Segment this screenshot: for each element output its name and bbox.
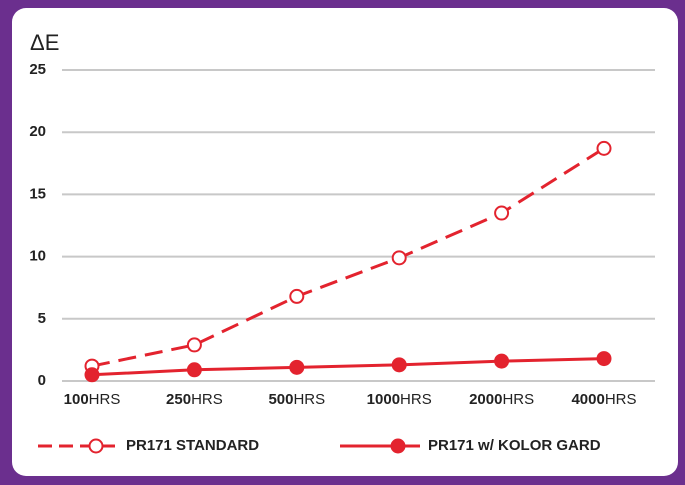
data-point	[186, 362, 202, 378]
data-point	[596, 351, 612, 367]
legend-label: PR171 w/ KOLOR GARD	[428, 437, 601, 454]
x-tick-label: 500HRS	[268, 391, 325, 408]
y-tick-label: 25	[29, 61, 46, 78]
data-point	[186, 337, 202, 353]
data-point	[494, 205, 510, 221]
series-line	[91, 357, 605, 377]
legend-label: PR171 STANDARD	[126, 437, 259, 454]
data-point	[289, 288, 305, 304]
panel	[12, 8, 678, 476]
legend-marker	[88, 438, 104, 454]
data-point	[596, 140, 612, 156]
y-tick-label: 15	[29, 185, 46, 202]
x-tick-label: 2000HRS	[469, 391, 534, 408]
y-axis-label: ΔE	[30, 30, 59, 55]
data-point	[494, 353, 510, 369]
data-point	[289, 359, 305, 375]
y-tick-label: 20	[29, 123, 46, 140]
legend-marker	[390, 438, 406, 454]
x-tick-label: 250HRS	[166, 391, 223, 408]
x-tick-label: 4000HRS	[571, 391, 636, 408]
data-point	[391, 250, 407, 266]
series-line	[91, 147, 605, 368]
x-tick-label: 1000HRS	[367, 391, 432, 408]
data-point	[391, 357, 407, 373]
y-tick-label: 0	[38, 372, 46, 389]
y-tick-label: 10	[29, 248, 46, 265]
x-tick-label: 100HRS	[64, 391, 121, 408]
data-point	[84, 367, 100, 383]
y-tick-label: 5	[38, 310, 46, 327]
